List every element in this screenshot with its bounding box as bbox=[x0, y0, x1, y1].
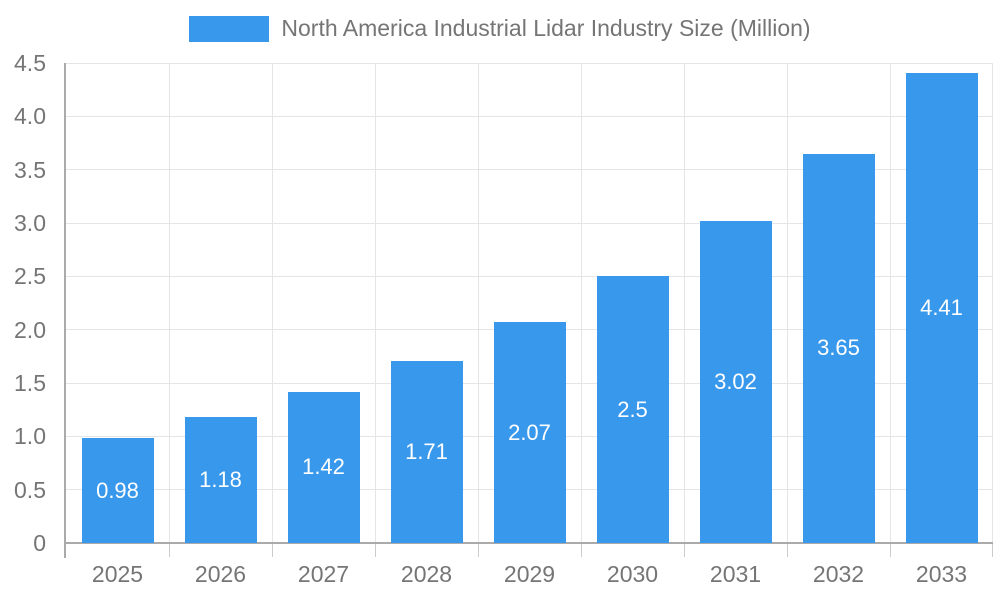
bar-value-label: 3.02 bbox=[714, 368, 757, 394]
y-axis-tick-label: 4.0 bbox=[14, 103, 46, 130]
gridline-horizontal bbox=[66, 169, 993, 171]
gridline-vertical bbox=[168, 63, 170, 543]
gridline-vertical bbox=[477, 63, 479, 543]
x-axis-tick-label: 2026 bbox=[194, 561, 247, 587]
y-axis-tick-label: 0.5 bbox=[14, 476, 46, 503]
x-axis-tick bbox=[683, 543, 685, 557]
gridline-vertical bbox=[683, 63, 685, 543]
bar-2031[interactable]: 3.02 bbox=[699, 220, 772, 543]
bar-2025[interactable]: 0.98 bbox=[81, 438, 154, 543]
gridline-vertical bbox=[889, 63, 891, 543]
y-axis-tick-label: 3.5 bbox=[14, 156, 46, 183]
gridline-vertical bbox=[271, 63, 273, 543]
y-axis-tick-label: 1.0 bbox=[14, 423, 46, 450]
bar-2026[interactable]: 1.18 bbox=[184, 417, 257, 543]
y-axis-tick-label: 2.0 bbox=[14, 316, 46, 343]
plot-right-border bbox=[992, 63, 993, 543]
x-axis-tick bbox=[580, 543, 582, 557]
x-axis-tick bbox=[786, 543, 788, 557]
bar-value-label: 1.42 bbox=[302, 454, 345, 480]
y-axis-tick-label: 1.5 bbox=[14, 370, 46, 396]
y-axis-tick-label: 2.5 bbox=[14, 263, 46, 290]
bar-value-label: 1.71 bbox=[405, 438, 448, 464]
gridline-horizontal bbox=[66, 275, 993, 277]
x-axis-tick-label: 2030 bbox=[606, 561, 659, 587]
bar-value-label: 4.41 bbox=[920, 294, 963, 320]
bar-value-label: 3.65 bbox=[817, 335, 860, 361]
x-axis-tick-label: 2031 bbox=[709, 561, 762, 587]
x-axis-tick bbox=[271, 543, 273, 557]
y-axis-tick-label: 3.0 bbox=[14, 210, 46, 236]
x-axis-tick-label: 2028 bbox=[400, 561, 453, 587]
bar-value-label: 2.5 bbox=[617, 396, 648, 422]
bar-value-label: 1.18 bbox=[199, 467, 242, 493]
bar-2033[interactable]: 4.41 bbox=[905, 72, 978, 543]
bar-value-label: 2.07 bbox=[508, 419, 551, 445]
y-axis-line bbox=[64, 63, 66, 558]
y-axis-tick-label: 0 bbox=[33, 530, 46, 556]
bar-2028[interactable]: 1.71 bbox=[390, 360, 463, 543]
x-axis-tick-label: 2032 bbox=[812, 561, 865, 587]
x-axis-tick bbox=[477, 543, 479, 557]
y-axis-tick-label: 4.5 bbox=[14, 50, 46, 76]
legend: North America Industrial Lidar Industry … bbox=[0, 15, 1000, 42]
x-axis-baseline bbox=[64, 542, 993, 544]
x-axis-tick bbox=[992, 543, 993, 557]
x-axis-tick-label: 2029 bbox=[503, 561, 556, 587]
x-axis-tick bbox=[374, 543, 376, 557]
gridline-vertical bbox=[580, 63, 582, 543]
legend-swatch bbox=[189, 15, 270, 42]
x-axis-tick bbox=[168, 543, 170, 557]
gridline-vertical bbox=[786, 63, 788, 543]
gridline-horizontal bbox=[66, 115, 993, 117]
x-axis-tick-label: 2025 bbox=[91, 561, 144, 587]
x-axis-tick-label: 2033 bbox=[915, 561, 968, 587]
gridline-horizontal bbox=[66, 222, 993, 224]
bar-2027[interactable]: 1.42 bbox=[287, 391, 360, 543]
gridline-vertical bbox=[374, 63, 376, 543]
bar-2029[interactable]: 2.07 bbox=[493, 322, 566, 543]
bar-2030[interactable]: 2.5 bbox=[596, 276, 669, 543]
legend-label: North America Industrial Lidar Industry … bbox=[281, 15, 811, 41]
gridline-horizontal bbox=[66, 62, 993, 64]
bar-value-label: 0.98 bbox=[96, 477, 139, 503]
bar-2032[interactable]: 3.65 bbox=[802, 153, 875, 543]
x-axis-tick bbox=[889, 543, 891, 557]
x-axis-tick-label: 2027 bbox=[297, 561, 350, 587]
